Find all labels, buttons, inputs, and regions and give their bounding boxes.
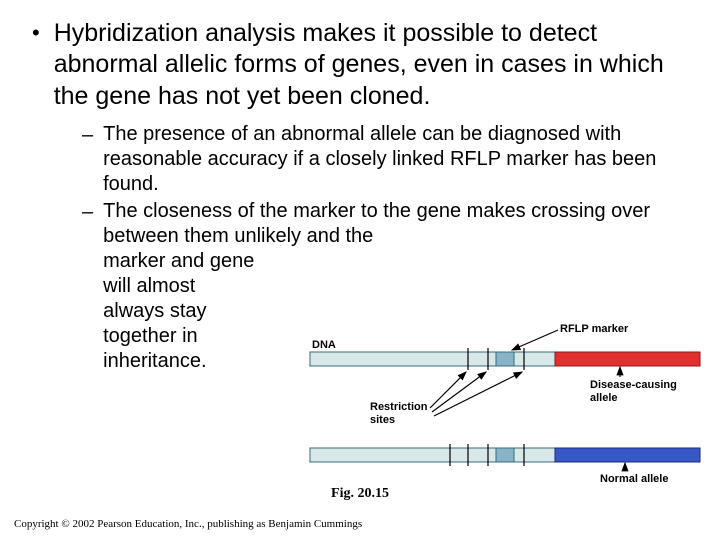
copyright-text: Copyright © 2002 Pearson Education, Inc.… [14, 518, 362, 530]
dash-icon: – [82, 122, 93, 148]
label-disease-allele-l1: Disease-causing [590, 379, 677, 391]
rflp-svg: RFLP marker DNA Disease-causing allele R… [280, 320, 710, 500]
dash-icon: – [82, 199, 93, 225]
sub-bullet-1-text: The presence of an abnormal allele can b… [103, 122, 692, 197]
figure-caption: Fig. 20.15 [0, 486, 720, 502]
arrow-rflp [512, 330, 558, 350]
arrow-restr-2 [432, 372, 486, 412]
dna-strand-disease [310, 348, 700, 370]
label-restriction-l2: sites [370, 414, 395, 426]
sub-bullet-2-tail: marker and gene will almost always stay … [103, 249, 254, 374]
sub-bullet-2-line1: The closeness of the marker to the gene … [103, 200, 650, 247]
main-bullet-text: Hybridization analysis makes it possible… [54, 18, 692, 112]
sub-bullet-1: – The presence of an abnormal allele can… [82, 122, 692, 197]
dna-strand-normal [310, 444, 700, 466]
label-dna: DNA [312, 339, 336, 351]
bullet-dot: • [32, 18, 40, 48]
label-restriction-l1: Restriction [370, 401, 428, 413]
label-disease-allele-l2: allele [590, 392, 618, 404]
rflp-diagram: RFLP marker DNA Disease-causing allele R… [280, 320, 710, 500]
main-bullet: • Hybridization analysis makes it possib… [28, 18, 692, 112]
label-normal-allele: Normal allele [600, 473, 668, 485]
label-rflp-marker: RFLP marker [560, 323, 629, 335]
